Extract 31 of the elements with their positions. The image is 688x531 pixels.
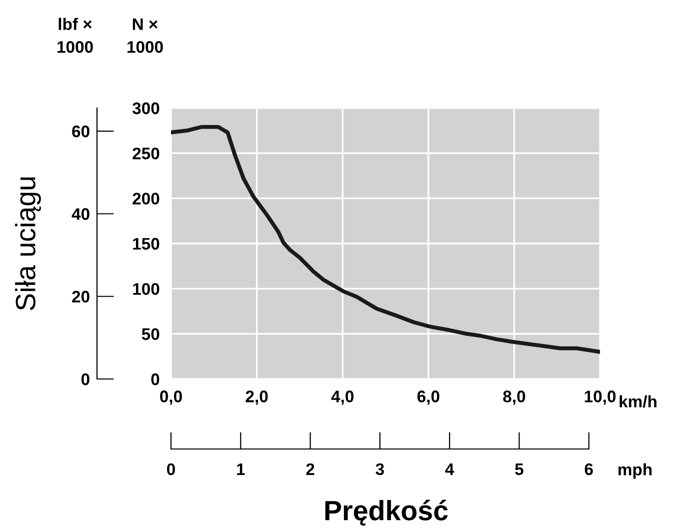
text: lbf × 1000 xyxy=(58,18,93,53)
line-series xyxy=(171,125,600,354)
text: N × 1000 xyxy=(128,18,163,53)
y2-tick-label: 60 xyxy=(72,126,90,138)
x2-tick-label: 6 xyxy=(584,463,593,476)
x2-tick-label: 1 xyxy=(237,464,245,475)
x-tick-label: 0,0 xyxy=(160,390,182,405)
y-tick-label: 200 xyxy=(132,192,160,205)
y-tick-label: 50 xyxy=(142,328,160,340)
x-tick-label: 2,0 xyxy=(246,390,268,405)
y-tick-label: 150 xyxy=(133,238,160,250)
x-tick-label: 4,0 xyxy=(331,390,354,405)
y-tick-label: 100 xyxy=(133,283,160,295)
x2-tick-label: 0 xyxy=(167,463,175,476)
x-tick-label: 10,0 xyxy=(584,390,616,405)
y-tick-label: 300 xyxy=(132,102,160,114)
x2-tick-label: 5 xyxy=(515,464,524,476)
x-axis-title: Prędkość xyxy=(325,500,448,526)
x2-tick-label: 4 xyxy=(445,464,454,475)
y2-tick-label: 40 xyxy=(72,208,90,220)
y-tick-label: 250 xyxy=(132,148,160,160)
x2-tick-label: 3 xyxy=(376,463,384,476)
y2-axis-title: Siła uciągu xyxy=(15,177,41,310)
y2-tick-label: 20 xyxy=(72,290,90,303)
text: mph xyxy=(618,463,652,479)
x-tick-label: 6,0 xyxy=(417,390,440,405)
x-tick-label: 8,0 xyxy=(503,390,526,405)
x2-tick-label: 2 xyxy=(306,463,314,475)
y2-tick-label: 0 xyxy=(81,373,90,386)
text: km/h xyxy=(620,395,656,408)
y-tick-label: 0 xyxy=(151,373,160,386)
